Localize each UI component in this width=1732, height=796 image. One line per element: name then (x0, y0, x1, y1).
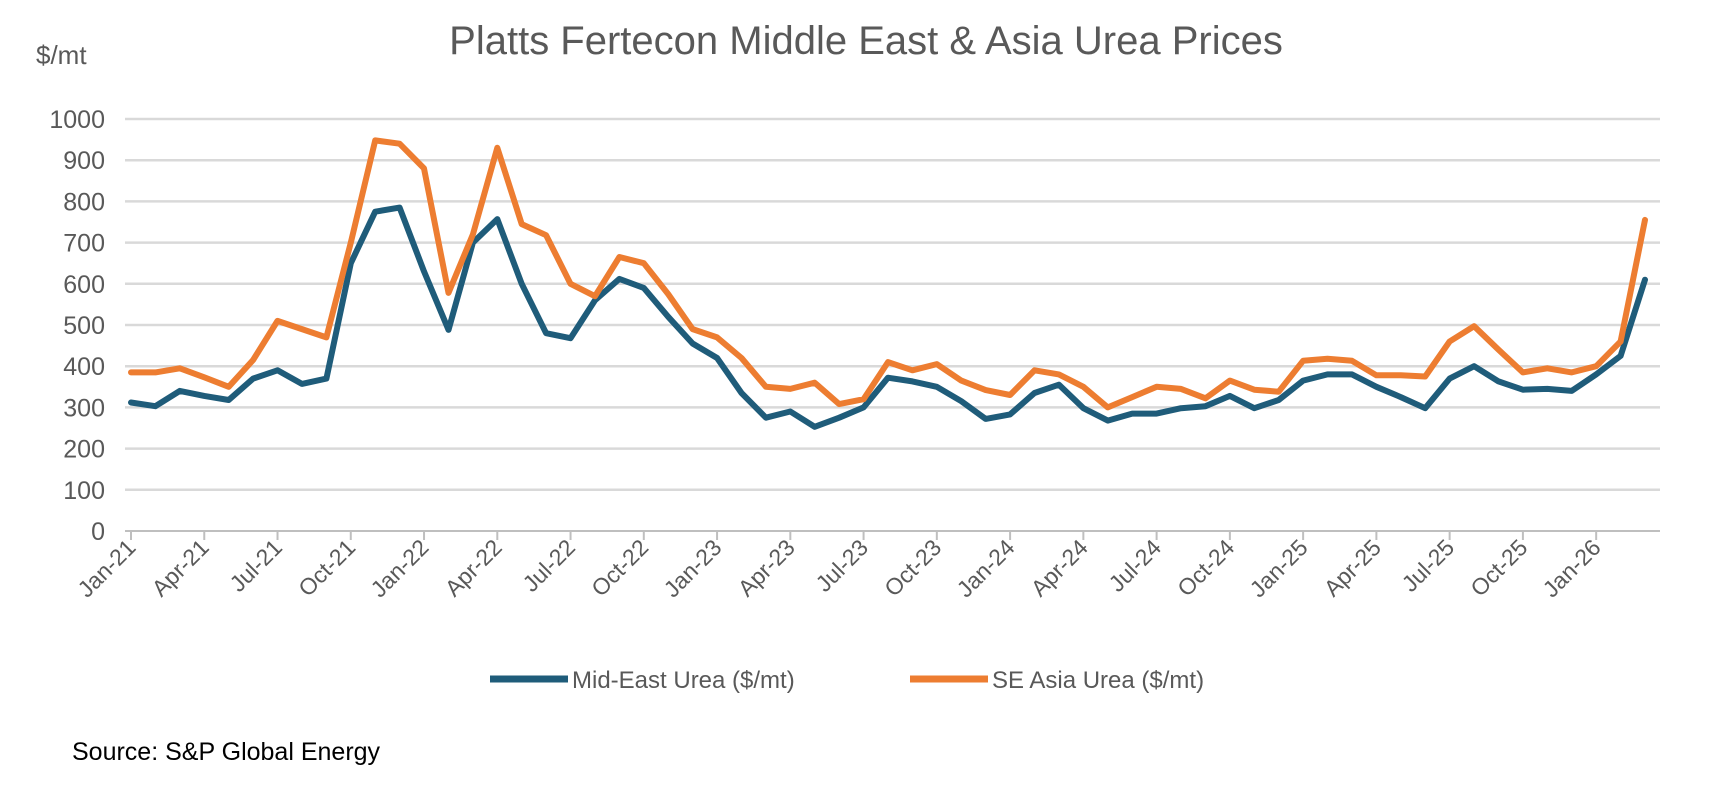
x-tick-label: Oct-21 (293, 534, 360, 601)
source-note: Source: S&P Global Energy (72, 738, 381, 766)
x-tick-label: Apr-24 (1026, 534, 1093, 601)
y-tick-label: 800 (63, 188, 105, 216)
y-tick-label: 300 (63, 394, 105, 422)
x-tick-label: Jul-23 (810, 534, 873, 597)
x-tick-label: Apr-22 (440, 534, 507, 601)
x-tick-label: Jan-25 (1245, 534, 1313, 602)
x-tick-label: Jan-26 (1538, 534, 1606, 602)
x-tick-label: Oct-25 (1465, 534, 1532, 601)
chart-title: Platts Fertecon Middle East & Asia Urea … (449, 19, 1283, 63)
y-tick-label: 200 (63, 436, 105, 464)
x-tick-label: Jan-21 (72, 534, 140, 602)
x-tick-label: Jan-23 (658, 534, 726, 602)
y-tick-label: 500 (63, 312, 105, 340)
y-tick-label: 400 (63, 353, 105, 381)
x-tick-label: Oct-22 (586, 534, 653, 601)
x-tick-label: Jul-22 (517, 534, 580, 597)
y-tick-label: 100 (63, 477, 105, 505)
x-tick-label: Jan-24 (952, 534, 1020, 602)
x-tick-label: Apr-23 (733, 534, 800, 601)
y-axis-unit-label: $/mt (36, 40, 87, 70)
series-line-mid-east (128, 204, 1648, 430)
x-tick-label: Apr-21 (147, 534, 214, 601)
x-tick-label: Apr-25 (1319, 534, 1386, 601)
x-tick-label: Oct-24 (1172, 534, 1239, 601)
x-tick-label: Jul-25 (1396, 534, 1459, 597)
legend-label: SE Asia Urea ($/mt) (992, 667, 1204, 694)
y-tick-label: 700 (63, 230, 105, 258)
y-tick-label: 600 (63, 271, 105, 299)
legend-label: Mid-East Urea ($/mt) (572, 667, 795, 694)
x-tick-label: Oct-23 (879, 534, 946, 601)
y-tick-label: 900 (63, 147, 105, 175)
x-tick-label: Jul-21 (224, 534, 287, 597)
x-tick-label: Jan-22 (365, 534, 433, 602)
y-tick-label: 0 (91, 518, 105, 546)
x-tick-label: Jul-24 (1103, 534, 1166, 597)
y-tick-label: 1000 (49, 106, 105, 134)
